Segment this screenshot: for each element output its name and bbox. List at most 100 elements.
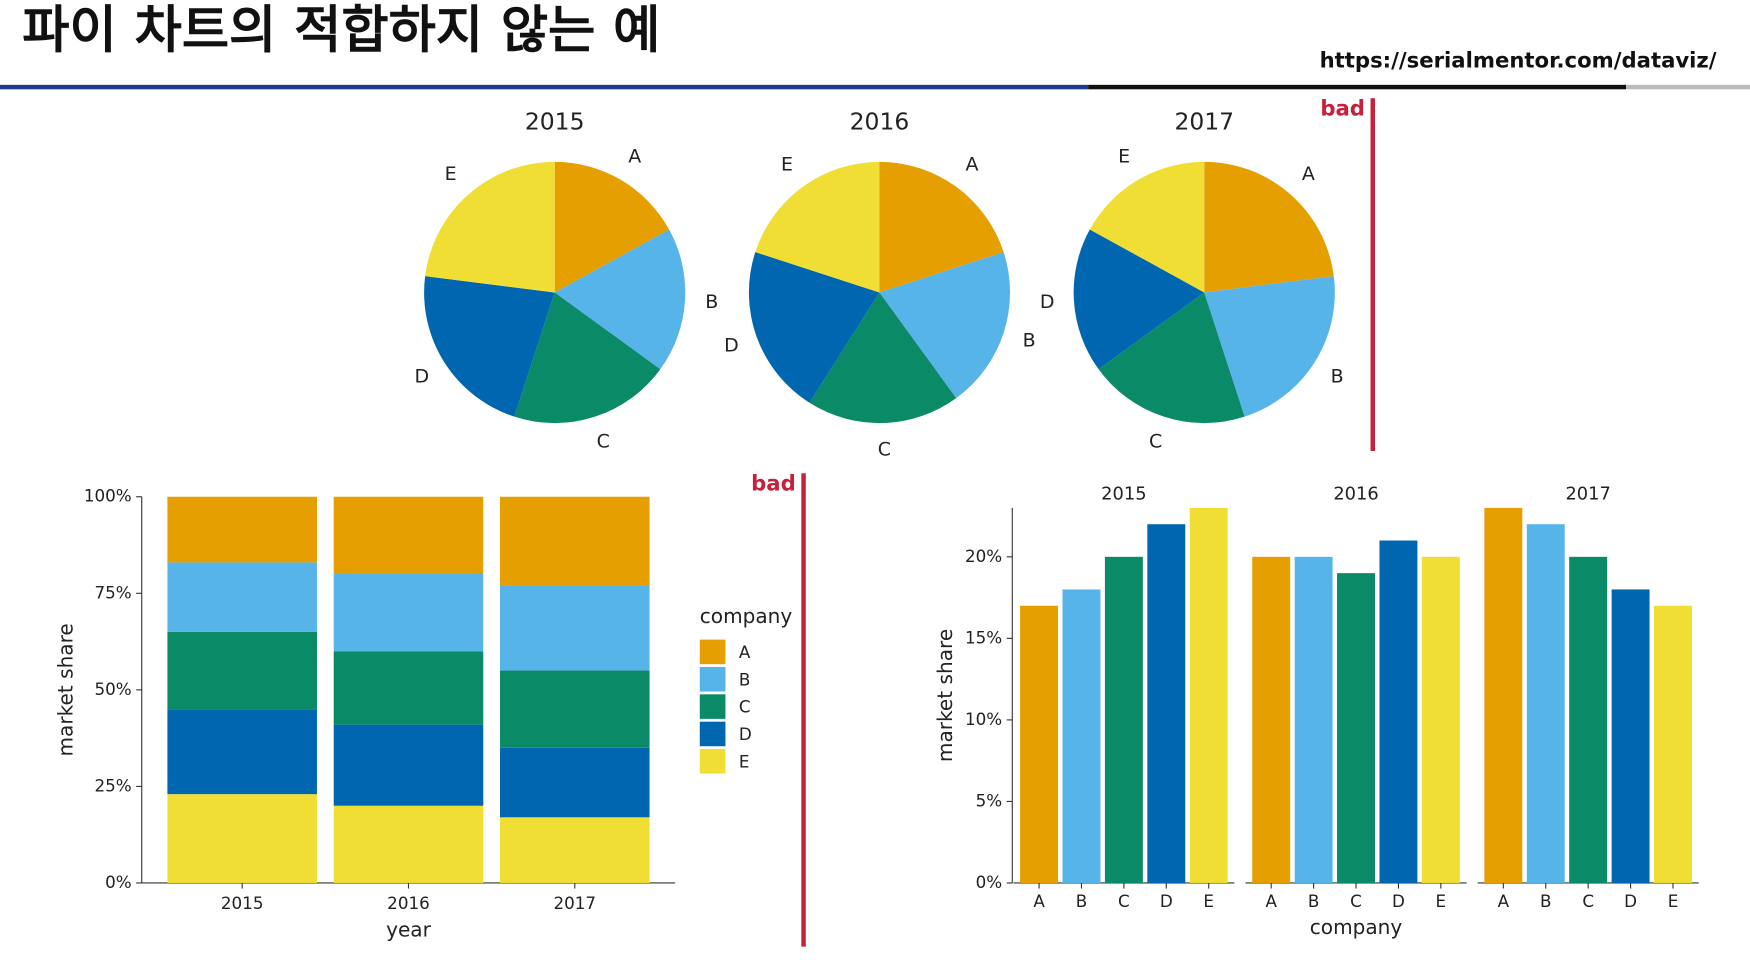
x-tick-label: E [1668,891,1679,911]
facet-title: 2015 [1101,484,1146,505]
pie-label: E [1118,145,1130,167]
y-tick-label: 10% [965,709,1002,729]
y-tick-label: 25% [94,775,131,795]
x-tick-label: E [1436,891,1447,911]
x-axis-label: year [386,917,432,941]
x-tick-label: D [1624,891,1637,911]
y-tick-label: 100% [84,486,132,506]
legend-key [699,749,726,774]
pie-label: B [1331,365,1344,387]
y-tick-label: 50% [94,679,131,699]
bar [1104,556,1143,883]
pie-label: B [1023,330,1036,352]
x-tick-label: A [1498,891,1510,911]
header-rule [1626,84,1750,90]
bar [1611,589,1650,883]
header-rule [0,84,1089,90]
legend-label: E [739,751,750,771]
x-tick-label: A [1265,891,1277,911]
x-tick-label: A [1033,891,1045,911]
bar [1569,556,1608,883]
pie-slice [1098,292,1245,424]
bar [1062,589,1101,883]
pie-title: 2016 [850,107,910,135]
y-axis-label: market share [933,629,957,762]
pie-slice [1204,161,1334,293]
pie-label: C [1149,431,1162,453]
y-tick-label: 20% [965,546,1002,566]
pie-label: A [1302,163,1315,185]
legend-key [699,639,726,665]
bad-label: bad [751,470,796,495]
x-tick-label: D [1392,891,1405,911]
legend-label: C [739,697,751,717]
pie-slice [1089,161,1205,293]
source: https://serialmentor.com/dataviz/ [1320,47,1717,72]
bar-segment [333,651,484,725]
x-tick-label: B [1540,891,1551,911]
pie-slice [809,292,957,424]
bad-label: bad [1320,95,1365,120]
x-tick-label: D [1160,891,1173,911]
bar-segment [500,747,650,818]
pie-slice [424,276,555,417]
legend-key [699,694,726,719]
bar-segment [167,794,317,883]
x-tick-label: C [1582,891,1594,911]
pie-title: 2015 [525,107,585,135]
pie-label: C [878,438,891,460]
bar-segment [500,670,650,748]
bar [1189,507,1228,883]
bar [1484,507,1523,883]
pie-slice [1073,229,1205,370]
pie-slice [879,252,1011,399]
x-tick-label: 2017 [553,893,596,913]
pie-label: E [781,154,793,176]
pie-slice [748,252,880,403]
header-rule [1088,84,1627,90]
x-tick-label: E [1203,891,1214,911]
pie-label: A [965,154,978,176]
legend-label: D [739,724,752,744]
pie-label: B [705,291,718,313]
bar-segment [333,496,484,574]
legend-key [699,721,726,747]
pie-label: D [415,365,430,387]
pie-slice [755,161,880,293]
y-axis-label: market share [53,623,77,756]
bar-segment [167,562,317,632]
legend-label: B [739,669,750,689]
y-tick-label: 0% [105,872,132,892]
facet-title: 2017 [1565,484,1610,505]
x-tick-label: B [1076,891,1087,911]
x-axis-label: company [1310,915,1403,939]
y-tick-label: 0% [976,872,1003,892]
pie-slice [554,229,686,370]
pie-label: D [724,334,739,356]
bar-segment [167,709,317,795]
y-tick-label: 15% [965,627,1002,647]
legend-key [699,666,726,692]
bar-segment [167,631,317,710]
x-tick-label: B [1308,891,1319,911]
pie-label: C [597,431,610,453]
pie-slice [554,161,670,293]
bar-segment [167,496,317,563]
pie-title: 2017 [1174,107,1234,135]
pie-label: E [445,163,457,185]
pie-label: A [628,145,641,167]
x-tick-label: C [1350,891,1362,911]
bar [1379,540,1418,883]
bar [1252,556,1291,883]
bar-segment [333,573,484,652]
bar [1654,605,1692,883]
legend-label: A [739,642,751,662]
bar-segment [333,805,484,883]
bar [1421,556,1460,883]
bar [1020,605,1059,883]
slide-title: 파이 차트의 적합하지 않는 예 [22,0,660,60]
facet-title: 2016 [1333,484,1378,505]
bar [1526,524,1565,883]
